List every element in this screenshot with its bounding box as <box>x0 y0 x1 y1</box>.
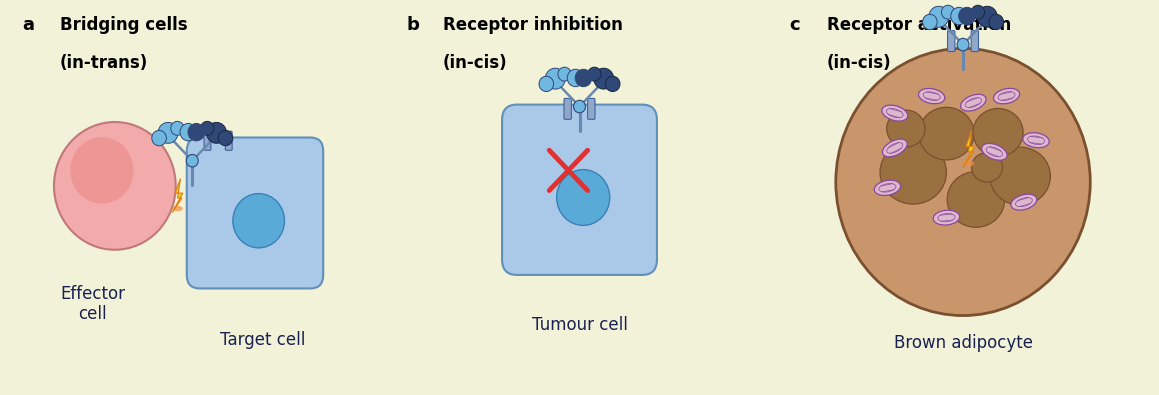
Circle shape <box>180 124 197 141</box>
Text: (in-trans): (in-trans) <box>59 54 148 72</box>
Circle shape <box>971 5 985 19</box>
Circle shape <box>71 137 133 203</box>
Circle shape <box>989 14 1004 30</box>
FancyBboxPatch shape <box>225 131 232 150</box>
Circle shape <box>923 14 938 30</box>
Circle shape <box>218 130 233 146</box>
Ellipse shape <box>982 143 1007 160</box>
Ellipse shape <box>1011 194 1037 210</box>
Circle shape <box>206 122 226 143</box>
FancyBboxPatch shape <box>948 31 955 52</box>
Text: c: c <box>789 15 801 34</box>
Ellipse shape <box>961 94 986 111</box>
Circle shape <box>557 67 571 81</box>
Polygon shape <box>173 179 183 213</box>
Ellipse shape <box>933 210 960 225</box>
Text: Target cell: Target cell <box>220 331 305 349</box>
Text: b: b <box>406 15 420 34</box>
Text: Tumour cell: Tumour cell <box>532 316 627 333</box>
Ellipse shape <box>919 88 945 104</box>
Circle shape <box>958 8 976 25</box>
Circle shape <box>605 76 620 92</box>
Ellipse shape <box>882 139 907 157</box>
Polygon shape <box>963 130 975 168</box>
Circle shape <box>950 8 968 25</box>
Ellipse shape <box>971 152 1003 182</box>
Text: Receptor activation: Receptor activation <box>826 15 1011 34</box>
Circle shape <box>556 169 610 226</box>
Ellipse shape <box>963 160 975 166</box>
Circle shape <box>54 122 176 250</box>
Circle shape <box>575 69 592 87</box>
Ellipse shape <box>874 180 901 196</box>
Ellipse shape <box>919 107 974 160</box>
Circle shape <box>170 121 184 135</box>
Circle shape <box>546 68 566 89</box>
Circle shape <box>158 122 178 143</box>
Circle shape <box>187 154 198 167</box>
Circle shape <box>941 5 955 19</box>
Circle shape <box>233 194 284 248</box>
Ellipse shape <box>993 88 1020 104</box>
Text: (in-cis): (in-cis) <box>443 54 508 72</box>
Text: (in-cis): (in-cis) <box>826 54 891 72</box>
Text: a: a <box>23 15 35 34</box>
Ellipse shape <box>173 206 183 211</box>
Circle shape <box>928 6 949 27</box>
Ellipse shape <box>947 171 1005 227</box>
Ellipse shape <box>887 110 925 147</box>
Circle shape <box>593 68 613 89</box>
Circle shape <box>574 100 585 113</box>
Circle shape <box>152 130 167 146</box>
FancyBboxPatch shape <box>564 98 571 119</box>
Text: Bridging cells: Bridging cells <box>59 15 187 34</box>
Text: Effector
cell: Effector cell <box>60 284 125 324</box>
Ellipse shape <box>1023 133 1049 148</box>
Circle shape <box>567 69 584 87</box>
FancyBboxPatch shape <box>187 137 323 288</box>
Text: Receptor inhibition: Receptor inhibition <box>443 15 622 34</box>
FancyBboxPatch shape <box>204 131 211 150</box>
Circle shape <box>836 49 1091 316</box>
Circle shape <box>588 67 602 81</box>
Circle shape <box>188 124 205 141</box>
FancyBboxPatch shape <box>502 105 657 275</box>
Circle shape <box>957 38 969 51</box>
Circle shape <box>201 121 214 135</box>
Circle shape <box>539 76 554 92</box>
Circle shape <box>977 6 997 27</box>
Text: Brown adipocyte: Brown adipocyte <box>894 334 1033 352</box>
Ellipse shape <box>880 141 947 204</box>
FancyBboxPatch shape <box>588 98 595 119</box>
FancyBboxPatch shape <box>971 31 978 52</box>
Ellipse shape <box>882 105 907 121</box>
Ellipse shape <box>974 109 1023 156</box>
Ellipse shape <box>990 147 1050 205</box>
